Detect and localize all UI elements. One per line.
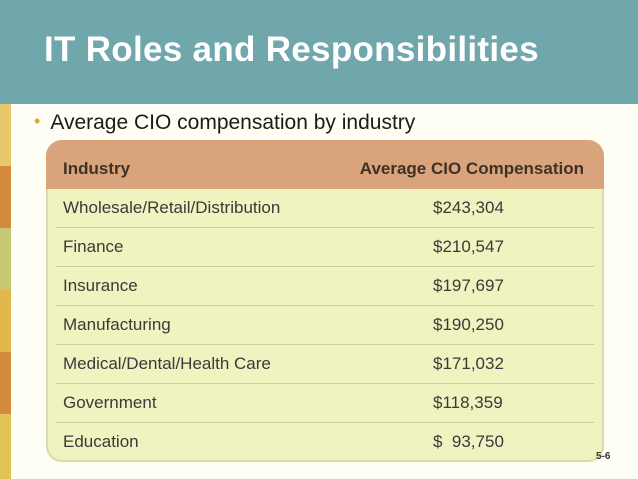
industry-cell: Manufacturing [63,315,171,334]
compensation-cell: $ 93,750 [433,432,504,451]
strip-segment [0,228,11,290]
strip-segment [0,352,11,414]
table-header-row: Industry Average CIO Compensation [46,140,604,189]
bullet-point: • Average CIO compensation by industry [34,111,415,135]
bullet-icon: • [34,111,41,131]
table-row: Manufacturing $190,250 [46,306,604,345]
strip-segment [0,414,11,479]
compensation-cell: $243,304 [433,198,504,217]
industry-cell: Education [63,432,139,451]
compensation-cell: $171,032 [433,354,504,373]
table-row: Insurance $197,697 [46,267,604,306]
compensation-cell: $210,547 [433,237,504,256]
table-row: Government $118,359 [46,384,604,423]
row-divider [56,227,594,228]
industry-cell: Finance [63,237,124,256]
row-divider [56,422,594,423]
compensation-table: Industry Average CIO Compensation Wholes… [46,140,604,462]
header-industry: Industry [63,159,131,178]
table-row: Education $ 93,750 [46,423,604,462]
strip-segment [0,104,11,166]
row-divider [56,344,594,345]
row-divider [56,305,594,306]
row-divider [56,266,594,267]
title-bar: IT Roles and Responsibilities [0,0,638,104]
industry-cell: Government [63,393,157,412]
bullet-text: Average CIO compensation by industry [50,111,416,134]
table-row: Finance $210,547 [46,228,604,267]
compensation-cell: $190,250 [433,315,504,334]
industry-cell: Medical/Dental/Health Care [63,354,271,373]
left-color-strip [0,104,11,479]
table-row: Medical/Dental/Health Care $171,032 [46,345,604,384]
industry-cell: Wholesale/Retail/Distribution [63,198,281,217]
strip-segment [0,290,11,352]
slide-number: 5-6 [596,451,611,462]
table-row: Wholesale/Retail/Distribution $243,304 [46,189,604,228]
strip-segment [0,166,11,228]
compensation-cell: $197,697 [433,276,504,295]
industry-cell: Insurance [63,276,138,295]
compensation-cell: $118,359 [433,393,503,412]
header-compensation: Average CIO Compensation [359,159,584,178]
slide-title: IT Roles and Responsibilities [44,30,539,69]
row-divider [56,383,594,384]
